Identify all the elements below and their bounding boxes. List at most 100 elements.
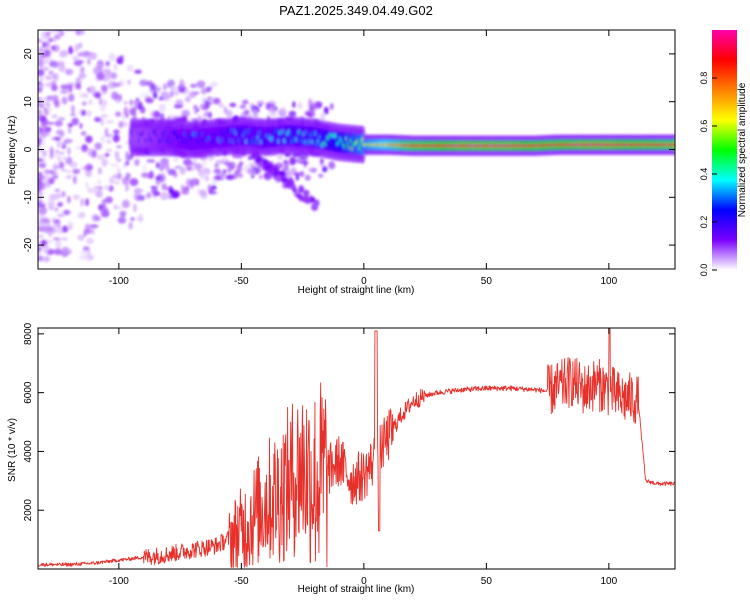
spectrogram-cell [42, 149, 47, 158]
spectrogram-cell [110, 163, 119, 167]
spectrogram-cell [58, 52, 68, 58]
spectrogram-cell [54, 120, 63, 127]
spectrogram-cell [190, 83, 197, 88]
spectrogram-cell [84, 165, 88, 171]
spectrogram-cell [116, 158, 122, 163]
spectrogram-cell [94, 142, 102, 150]
spectrogram-cell [81, 145, 89, 153]
spectrogram-xlabel: Height of straight line (km) [298, 285, 415, 296]
spectrogram-cell [179, 166, 186, 175]
spectrogram-cell [78, 255, 88, 260]
spectrogram-cell [38, 192, 43, 197]
spectrogram-cell [140, 92, 149, 99]
colorbar-label: Normalized spectral amplitude [737, 82, 748, 217]
spectrogram-cell [100, 158, 110, 165]
spectrogram-cell [39, 77, 44, 82]
spectrogram-cell [61, 156, 67, 161]
spectrogram-cell [242, 109, 250, 116]
y-tick-label: 8000 [23, 322, 34, 345]
colorbar: 0.0 0.2 0.4 0.6 0.8 Normalized spectral ampl… [699, 30, 748, 276]
spectrogram-cell [57, 193, 62, 198]
spectrogram-cell [57, 135, 63, 141]
spectrogram-cell [77, 212, 85, 219]
spectrogram-cell [162, 83, 168, 91]
spectrogram-cell [167, 194, 172, 200]
spectrogram-cell [197, 115, 202, 122]
spectrogram-cell [265, 102, 271, 111]
spectrogram-cell [44, 59, 48, 65]
spectrogram-cell [130, 217, 135, 221]
spectrogram-cell [39, 21, 42, 26]
spectrogram-cell [119, 210, 127, 218]
x-tick-label: -50 [234, 276, 249, 287]
spectrogram-cell [67, 22, 71, 27]
spectrogram-cell [204, 110, 210, 118]
spectrogram-cell [114, 150, 120, 160]
spectrogram-cell [67, 47, 74, 55]
spectrogram-cell [38, 162, 47, 169]
spectrogram-cell [194, 163, 203, 170]
spectrogram-cell [304, 174, 311, 181]
spectrogram-cell [79, 123, 83, 129]
spectrogram-cell [128, 221, 133, 230]
spectrogram-cell [81, 109, 86, 116]
spectrogram-cell [139, 79, 148, 87]
colorbar-scale [712, 30, 737, 270]
spectrogram-cell [155, 162, 160, 169]
spectrogram-cell [55, 33, 61, 40]
spectrogram-cell [64, 209, 69, 216]
spectrogram-cell [134, 158, 140, 166]
spectrogram-cell [200, 166, 206, 172]
spectrogram-cell [112, 134, 120, 143]
spectrogram-cell [199, 170, 205, 177]
spectrogram-cell [92, 21, 96, 27]
spectrogram-cell [38, 246, 42, 252]
spectrogram-cell [289, 156, 297, 166]
spectrogram-cell [38, 38, 43, 43]
spectrogram-cell [71, 117, 79, 126]
spectrogram-cell [100, 98, 108, 108]
x-tick-label: 0 [361, 276, 367, 287]
spectrogram-cell [51, 84, 58, 92]
spectrogram-cell [316, 102, 322, 109]
spectrogram-cell [72, 56, 79, 62]
spectrogram-cell [52, 165, 60, 170]
y-tick-label: 0 [23, 146, 34, 152]
spectrogram-cell [213, 168, 221, 174]
spectrogram-cell [44, 35, 52, 42]
spectrogram-cell [74, 82, 81, 90]
spectrogram-cell [126, 64, 134, 72]
spectrogram-cell [229, 161, 236, 170]
spectrogram-cell [208, 111, 212, 119]
spectrogram-cell [79, 92, 85, 99]
spectrogram-cell [48, 233, 52, 237]
spectrogram-cell [158, 103, 166, 113]
spectrogram-cell [38, 234, 44, 238]
spectrogram-cell [297, 102, 303, 110]
spectrogram-cell [74, 25, 81, 29]
spectrogram-heatmap [38, 21, 675, 263]
spectrogram-cell [95, 189, 103, 198]
spectrogram-ylabel: Frequency (Hz) [7, 116, 18, 185]
spectrogram-cell [43, 244, 50, 253]
spectrogram-cell [46, 102, 51, 108]
spectrogram-cell [56, 213, 65, 218]
spectrogram-cell [43, 74, 48, 80]
spectrogram-cell [42, 23, 48, 29]
spectrogram-cell [57, 156, 61, 162]
spectrogram-cell [94, 185, 100, 190]
spectrogram-cell [44, 82, 54, 88]
spectrogram-cell [185, 96, 191, 103]
spectrogram-cell [151, 188, 159, 194]
spectrogram-cell [308, 167, 317, 173]
spectrogram-cell [80, 131, 87, 136]
x-tick-label: 100 [601, 576, 618, 587]
spectrogram-cell [45, 41, 51, 48]
spectrogram-cell [59, 151, 65, 155]
spectrogram-cell [190, 178, 200, 186]
spectrogram-cell [229, 102, 237, 108]
spectrogram-cell [94, 92, 102, 99]
spectrogram-cell [49, 146, 54, 155]
spectrogram-cell [242, 99, 249, 105]
spectrogram-cell [202, 161, 207, 165]
